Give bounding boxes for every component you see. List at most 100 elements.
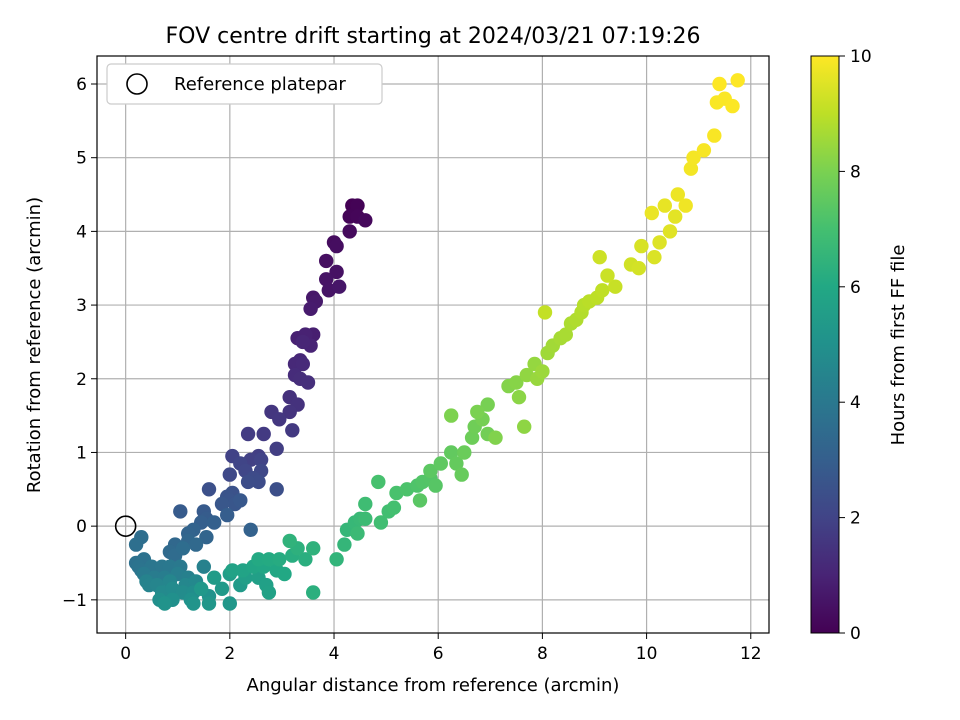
data-point xyxy=(412,493,428,508)
data-point xyxy=(256,426,271,442)
legend-reference-label: Reference platepar xyxy=(174,74,346,95)
data-point xyxy=(358,496,373,512)
plot-frame xyxy=(96,55,770,634)
data-point xyxy=(282,533,297,549)
data-point xyxy=(295,334,310,350)
data-point xyxy=(386,500,402,515)
x-ticks: 0 2 4 6 8 10 12 xyxy=(120,633,762,664)
data-point xyxy=(272,552,287,567)
data-point xyxy=(662,224,678,239)
data-point xyxy=(128,537,144,552)
data-point xyxy=(269,482,284,497)
data-point xyxy=(222,467,237,482)
data-point xyxy=(535,364,550,379)
data-point xyxy=(251,552,266,567)
data-point xyxy=(329,552,344,567)
data-point xyxy=(207,570,222,585)
data-point xyxy=(517,419,532,434)
data-point xyxy=(488,430,503,445)
data-point xyxy=(537,305,553,320)
data-point xyxy=(225,563,240,578)
data-point xyxy=(196,559,211,574)
data-point xyxy=(240,474,256,490)
colorbar-tick-label: 6 xyxy=(850,278,861,298)
data-point xyxy=(222,596,237,611)
data-point xyxy=(233,493,248,508)
data-point xyxy=(199,530,214,545)
data-point xyxy=(306,585,321,600)
x-tick-label: 8 xyxy=(537,644,548,664)
data-point xyxy=(329,264,344,280)
data-point xyxy=(240,426,256,442)
data-point xyxy=(186,596,201,611)
data-point xyxy=(647,250,662,265)
data-point xyxy=(350,198,365,213)
data-point xyxy=(214,496,230,512)
y-tick-label: 5 xyxy=(76,149,87,169)
colorbar-label: Hours from first FF file xyxy=(888,245,909,446)
data-point xyxy=(251,474,266,490)
data-point xyxy=(300,375,316,390)
data-point xyxy=(332,279,347,294)
legend-reference-marker xyxy=(126,73,148,95)
colorbar-ticks: 0 2 4 6 8 10 xyxy=(839,47,872,644)
x-tick-label: 0 xyxy=(120,644,131,664)
data-point xyxy=(470,404,485,420)
data-point xyxy=(423,463,438,479)
data-point xyxy=(285,423,300,438)
y-tick-label: 3 xyxy=(76,296,87,316)
y-tick-label: 2 xyxy=(76,370,87,390)
data-point xyxy=(303,301,318,316)
data-point xyxy=(175,541,191,556)
chart-title: FOV centre drift starting at 2024/03/21 … xyxy=(166,24,701,49)
colorbar-tick-label: 10 xyxy=(850,47,872,67)
data-point xyxy=(457,445,472,460)
data-point xyxy=(511,390,527,405)
data-point xyxy=(319,253,334,269)
data-point xyxy=(253,452,269,467)
data-point xyxy=(480,397,495,412)
legend: Reference platepar xyxy=(106,63,383,105)
grid xyxy=(97,56,769,633)
data-point xyxy=(657,198,672,213)
data-point xyxy=(371,474,386,490)
reference-marker-group xyxy=(114,515,137,537)
data-point xyxy=(644,205,659,221)
legend-box xyxy=(106,63,383,105)
data-point xyxy=(269,441,284,456)
colorbar-tick-label: 0 xyxy=(850,624,861,644)
data-point xyxy=(592,250,607,265)
data-point xyxy=(696,143,712,158)
data-point xyxy=(277,566,292,582)
x-axis-label: Angular distance from reference (arcmin) xyxy=(247,675,620,696)
data-point xyxy=(464,430,480,445)
data-point xyxy=(306,541,321,556)
y-ticks: −1 0 1 2 3 4 5 6 xyxy=(62,75,97,611)
data-point xyxy=(173,504,188,519)
data-point xyxy=(337,537,352,552)
data-point xyxy=(188,537,204,552)
x-tick-label: 10 xyxy=(636,644,658,664)
x-tick-label: 4 xyxy=(329,644,340,664)
y-tick-label: 4 xyxy=(76,222,87,242)
data-point xyxy=(652,235,667,250)
data-point xyxy=(433,456,448,471)
data-point xyxy=(600,268,615,283)
x-tick-label: 2 xyxy=(224,644,235,664)
y-tick-label: −1 xyxy=(62,591,87,611)
data-points xyxy=(128,73,745,611)
colorbar-tick-label: 4 xyxy=(850,393,861,413)
data-point xyxy=(678,198,693,213)
data-point xyxy=(686,150,701,165)
data-point xyxy=(670,187,685,202)
data-point xyxy=(157,596,172,611)
data-point xyxy=(350,526,365,541)
data-point xyxy=(207,515,222,530)
data-point xyxy=(683,161,699,176)
data-point xyxy=(261,552,277,567)
data-point xyxy=(272,412,287,427)
data-point xyxy=(298,552,313,567)
data-point xyxy=(201,596,217,611)
data-point xyxy=(342,224,357,239)
